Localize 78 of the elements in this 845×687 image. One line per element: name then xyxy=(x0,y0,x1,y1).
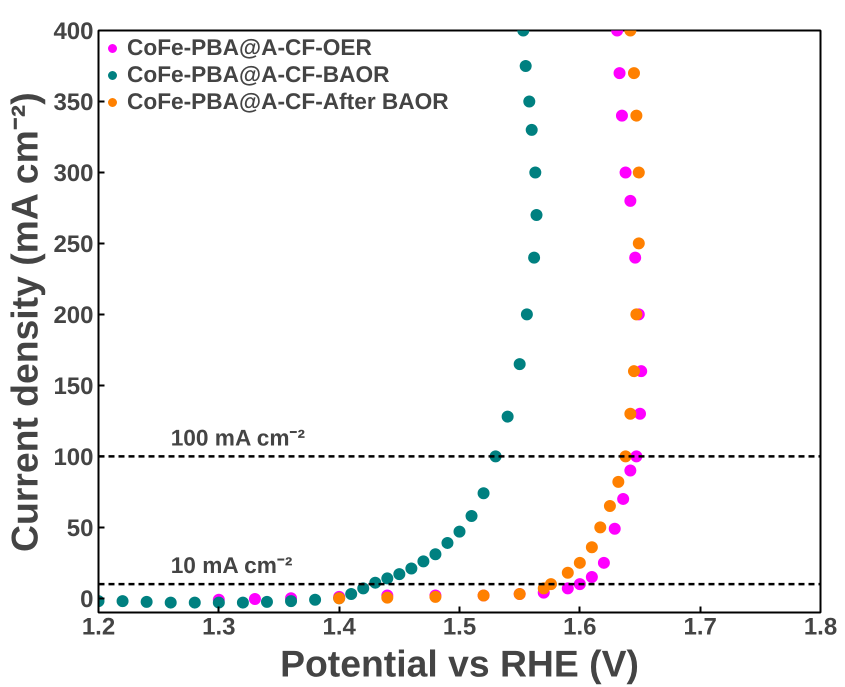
point xyxy=(381,572,394,584)
point xyxy=(586,541,598,554)
point xyxy=(530,209,543,222)
point xyxy=(628,67,640,80)
point xyxy=(529,166,542,178)
point xyxy=(309,594,322,606)
point xyxy=(514,358,526,370)
y-tick-label: 50 xyxy=(66,514,94,542)
point xyxy=(236,596,249,609)
point xyxy=(614,67,626,80)
point xyxy=(116,595,129,608)
y-tick-label: 300 xyxy=(53,160,94,187)
x-tick-label: 1.5 xyxy=(442,614,476,640)
y-tick-label: 250 xyxy=(53,230,94,258)
legend-label: CoFe-PBA@A-CF-BAOR xyxy=(127,61,390,88)
point xyxy=(624,464,636,477)
point xyxy=(608,522,621,535)
y-tick-label: 100 xyxy=(53,444,94,471)
point xyxy=(634,408,646,420)
ref-line-label: 10 mA cm⁻² xyxy=(170,552,293,578)
point xyxy=(345,588,358,600)
point xyxy=(620,166,632,178)
legend-label: CoFe-PBA@A-CF-OER xyxy=(127,34,372,61)
y-tick-label: 0 xyxy=(80,586,94,613)
point xyxy=(628,365,640,378)
x-tick-label: 1.6 xyxy=(563,614,597,640)
point xyxy=(586,571,598,583)
point xyxy=(520,308,533,320)
point xyxy=(441,536,454,549)
point xyxy=(562,566,574,579)
point xyxy=(429,548,442,560)
point xyxy=(594,521,606,534)
x-tick-label: 1.8 xyxy=(804,614,838,640)
point xyxy=(502,410,514,423)
point xyxy=(381,592,394,604)
y-axis-title: Current density (mA cm⁻²) xyxy=(3,92,46,552)
x-tick-label: 1.2 xyxy=(82,614,116,640)
y-tick-label: 400 xyxy=(53,18,94,45)
point xyxy=(523,95,536,108)
point xyxy=(617,492,630,505)
point xyxy=(454,526,466,538)
point xyxy=(528,252,540,264)
ref-line-label: 100 mA cm⁻² xyxy=(170,424,306,450)
point xyxy=(612,476,624,488)
point xyxy=(624,194,636,207)
point xyxy=(630,308,642,320)
x-tick-label: 1.7 xyxy=(683,614,717,640)
point xyxy=(140,596,153,608)
point xyxy=(598,556,610,569)
x-tick-label: 1.4 xyxy=(322,614,356,640)
point xyxy=(520,60,532,72)
point xyxy=(526,124,538,136)
point xyxy=(574,556,586,569)
point xyxy=(629,252,642,264)
point xyxy=(164,596,177,609)
point xyxy=(616,110,628,122)
point xyxy=(562,582,574,594)
point xyxy=(624,408,636,420)
point xyxy=(478,487,490,500)
point xyxy=(285,595,298,608)
point xyxy=(630,110,642,122)
point xyxy=(188,596,201,609)
point xyxy=(212,596,225,609)
point xyxy=(260,596,273,608)
point xyxy=(248,593,261,606)
y-tick-label: 150 xyxy=(53,372,94,400)
x-tick-label: 1.3 xyxy=(202,614,236,640)
point xyxy=(604,500,616,512)
y-tick-label: 350 xyxy=(53,88,94,116)
y-tick-label: 200 xyxy=(53,302,94,329)
point xyxy=(632,166,645,178)
point xyxy=(393,568,406,580)
point xyxy=(417,555,430,568)
x-axis-title: Potential vs RHE (V) xyxy=(280,642,639,684)
point xyxy=(632,237,645,250)
legend-label: CoFe-PBA@A-CF-After BAOR xyxy=(127,88,449,115)
point xyxy=(466,510,478,522)
point xyxy=(405,562,418,574)
